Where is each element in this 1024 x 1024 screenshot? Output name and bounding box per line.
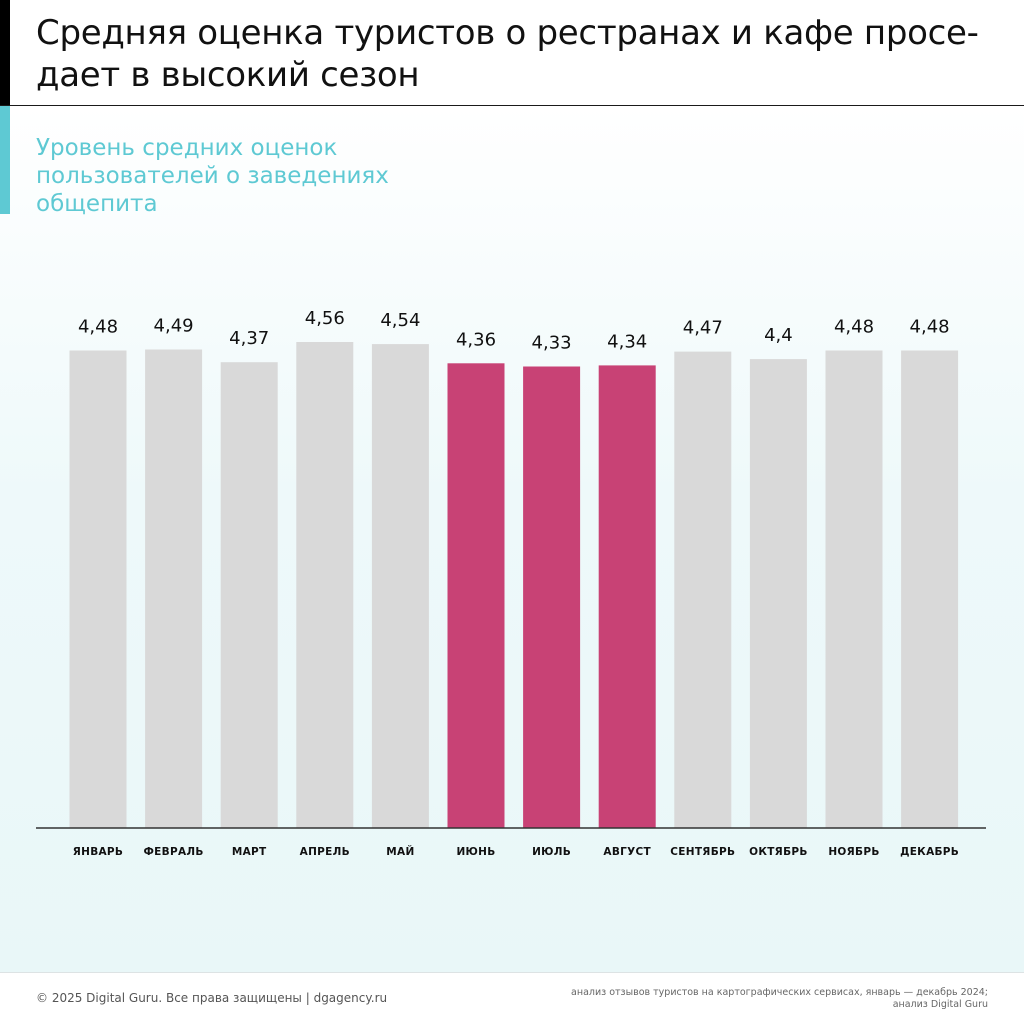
bar-12 [901, 350, 959, 828]
header: Средняя оценка туристов о рестранах и ка… [0, 0, 1024, 106]
category-label-3: МАРТ [232, 846, 267, 858]
page-title: Средняя оценка туристов о рестранах и ка… [36, 13, 979, 95]
category-label-7: ИЮЛЬ [532, 846, 571, 858]
bar-8 [598, 365, 656, 828]
copyright-text: © 2025 Digital Guru. Все права защищены … [36, 991, 388, 1005]
bar-4 [296, 342, 354, 828]
bar-6 [447, 363, 505, 828]
category-label-6: ИЮНЬ [456, 846, 495, 858]
category-label-11: НОЯБРЬ [828, 846, 879, 858]
value-label-8: 4,34 [607, 331, 647, 352]
value-label-10: 4,4 [764, 325, 793, 346]
category-label-9: СЕНТЯБРЬ [670, 846, 735, 858]
source-line-2: анализ Digital Guru [892, 999, 988, 1010]
value-label-3: 4,37 [229, 328, 269, 349]
category-label-5: МАЙ [386, 845, 414, 858]
bar-2 [145, 349, 203, 828]
category-label-1: ЯНВАРЬ [73, 846, 124, 858]
bar-5 [371, 344, 429, 828]
category-label-4: АПРЕЛЬ [300, 846, 350, 858]
bar-9 [674, 351, 732, 828]
category-label-8: АВГУСТ [603, 846, 651, 858]
bar-7 [523, 366, 581, 828]
bar-1 [69, 350, 127, 828]
bar-chart: 4,48 ЯНВАРЬ 4,49 ФЕВРАЛЬ 4,37 МАРТ 4,56 АПРЕЛЬ 4… [36, 308, 986, 858]
value-label-9: 4,47 [683, 318, 723, 339]
chart-subtitle: Уровень средних оценок пользователей о з… [36, 135, 389, 217]
category-label-10: ОКТЯБРЬ [749, 846, 808, 858]
value-label-12: 4,48 [910, 317, 950, 338]
value-label-11: 4,48 [834, 317, 874, 338]
source-note: анализ отзывов туристов на картографичес… [508, 987, 988, 1011]
source-line-1: анализ отзывов туристов на картографичес… [571, 987, 988, 998]
bar-11 [825, 350, 883, 828]
footer: © 2025 Digital Guru. Все права защищены … [0, 972, 1024, 1024]
value-label-5: 4,54 [380, 310, 420, 331]
category-label-2: ФЕВРАЛЬ [143, 846, 203, 858]
value-label-4: 4,56 [305, 308, 345, 329]
value-label-2: 4,49 [154, 316, 194, 337]
subtitle-accent-bar [0, 106, 10, 214]
category-label-12: ДЕКАБРЬ [900, 846, 959, 858]
value-label-7: 4,33 [532, 333, 572, 354]
bar-10 [749, 359, 807, 828]
header-accent-bar [0, 0, 10, 105]
value-label-6: 4,36 [456, 329, 496, 350]
value-label-1: 4,48 [78, 317, 118, 338]
bar-3 [220, 362, 278, 828]
